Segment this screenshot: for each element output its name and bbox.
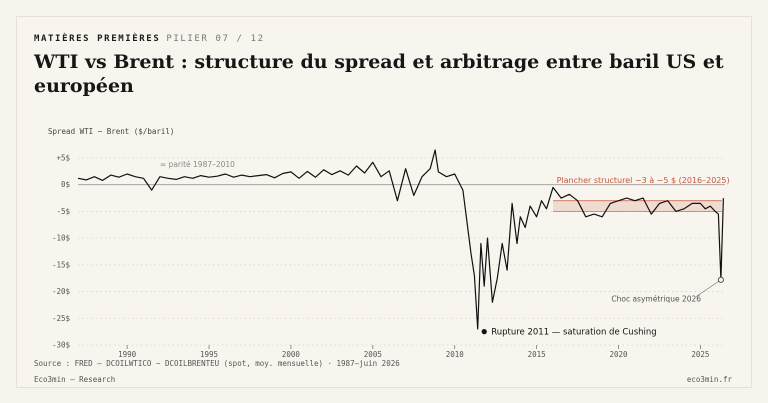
spread-series-line xyxy=(77,149,724,330)
x-tick-label: 2025 xyxy=(691,350,709,359)
y-tick-label: -25$ xyxy=(52,314,71,323)
y-tick-label: -30$ xyxy=(52,341,71,350)
chart-title: WTI vs Brent : structure du spread et ar… xyxy=(34,51,724,97)
x-tick-label: 2005 xyxy=(364,350,382,359)
site-label: eco3min.fr xyxy=(686,375,732,384)
x-tick-label: 1995 xyxy=(200,350,218,359)
rupture-point xyxy=(481,329,487,335)
y-tick-label: -5$ xyxy=(56,207,70,216)
kicker: MATIÈRES PREMIÈRES PILIER 07 / 12 xyxy=(34,34,265,44)
choc-point xyxy=(717,276,725,283)
y-tick-label: -20$ xyxy=(52,287,71,296)
choc-annotation: Choc asymétrique 2026 xyxy=(611,295,701,304)
source-note: Source : FRED — DCOILWTICO − DCOILBRENTE… xyxy=(34,359,400,368)
plancher-annotation: Plancher structurel −3 à −5 $ (2016–2025… xyxy=(557,176,730,185)
y-tick-label: +5$ xyxy=(56,154,70,163)
chart-card xyxy=(16,16,752,388)
rupture-annotation: Rupture 2011 — saturation de Cushing xyxy=(491,328,656,338)
y-axis-label: Spread WTI − Brent ($/baril) xyxy=(48,127,175,136)
y-tick-label: -10$ xyxy=(52,234,71,243)
choc-leader-line xyxy=(696,279,722,297)
x-tick-label: 2010 xyxy=(446,350,465,359)
y-tick-label: -15$ xyxy=(52,260,71,269)
plancher-band xyxy=(553,200,722,212)
y-tick-label: 0$ xyxy=(61,180,71,189)
parity-annotation: ≈ parité 1987–2010 xyxy=(160,160,235,169)
x-tick-label: 2020 xyxy=(610,350,629,359)
pilier-label: PILIER 07 / 12 xyxy=(166,34,265,44)
x-tick-label: 2000 xyxy=(282,350,301,359)
x-tick-label: 1990 xyxy=(118,350,137,359)
brand-label: Eco3min — Research xyxy=(34,375,116,384)
section-label: MATIÈRES PREMIÈRES xyxy=(34,34,161,44)
x-tick-label: 2015 xyxy=(528,350,546,359)
